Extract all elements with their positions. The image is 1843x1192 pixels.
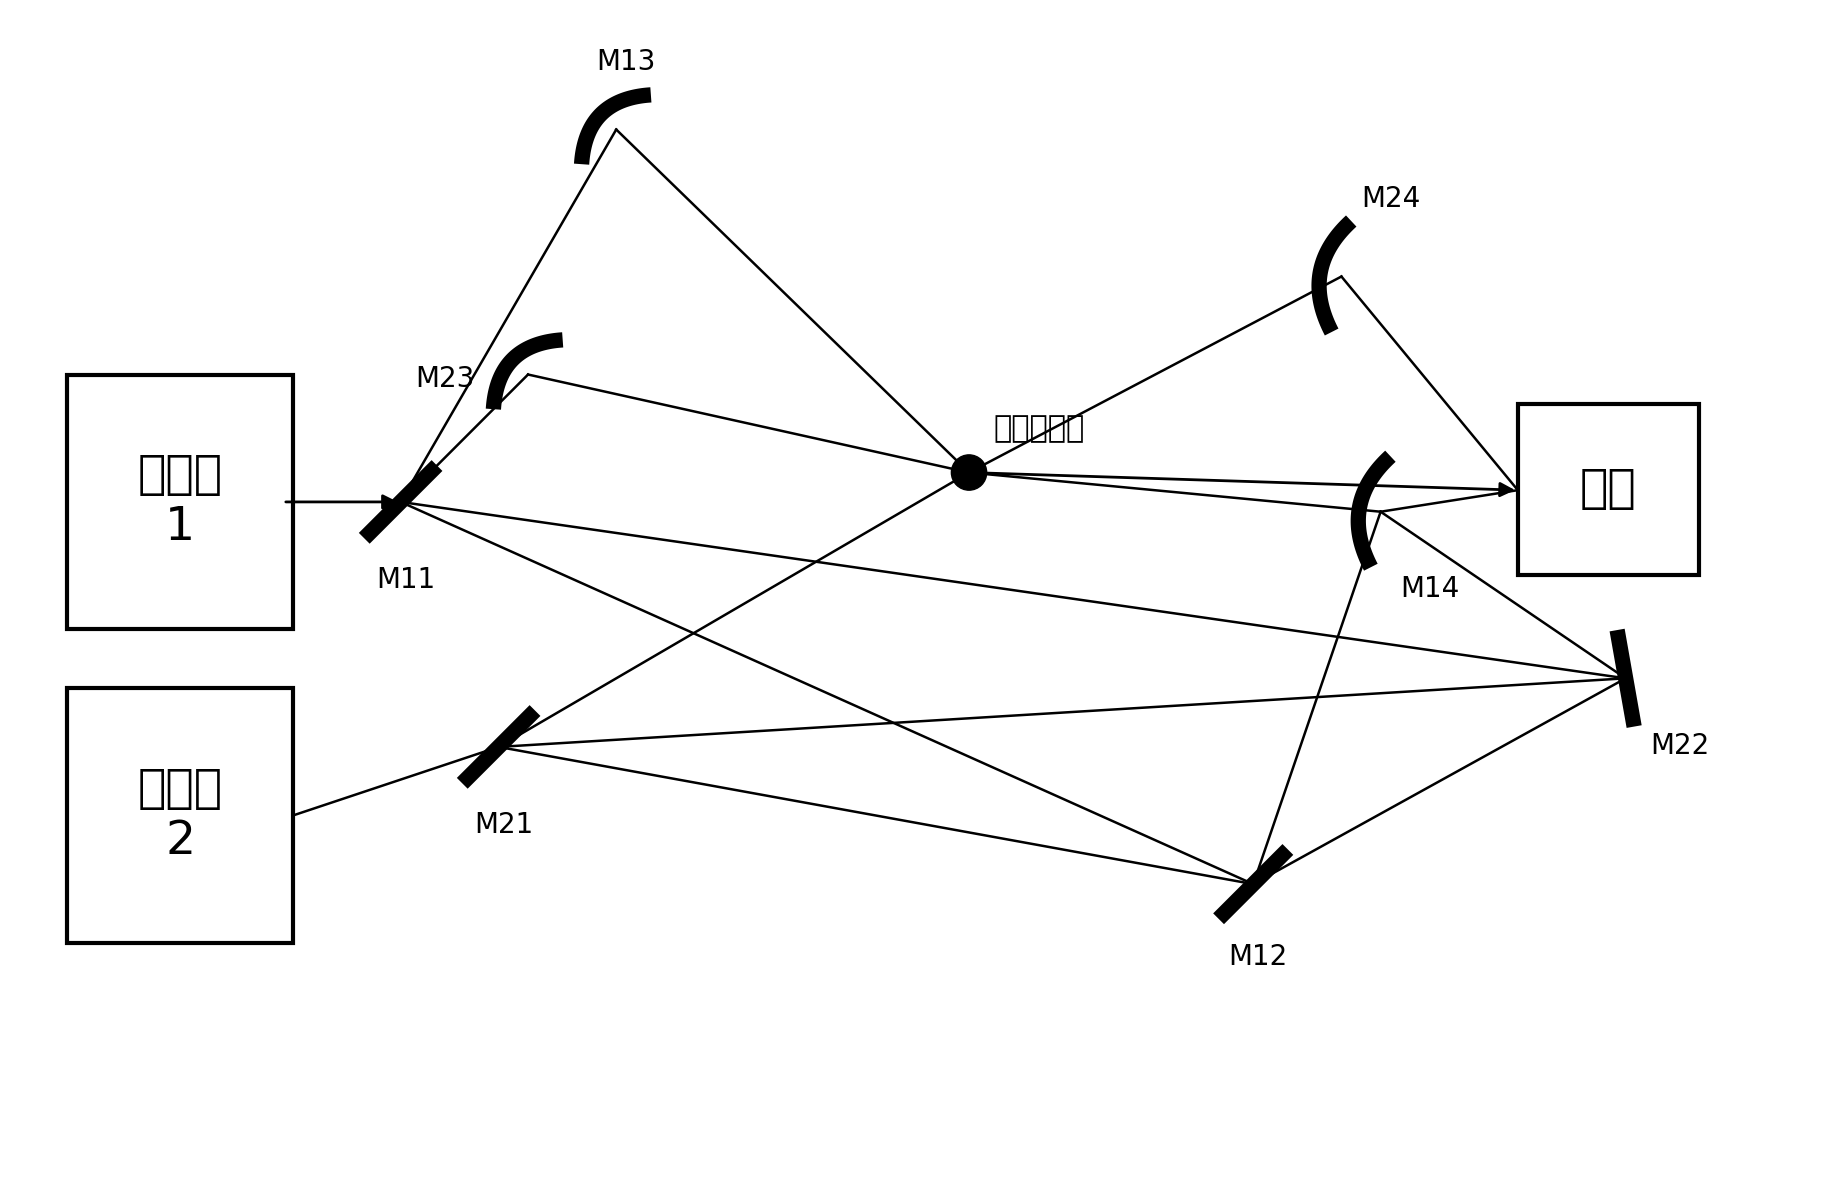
Text: M14: M14 xyxy=(1401,576,1460,603)
Text: M11: M11 xyxy=(376,566,435,594)
Text: 振荡器
2: 振荡器 2 xyxy=(138,766,223,864)
Text: M13: M13 xyxy=(597,48,656,75)
Text: M22: M22 xyxy=(1649,732,1708,760)
Text: M24: M24 xyxy=(1360,185,1421,213)
FancyBboxPatch shape xyxy=(68,374,293,629)
Circle shape xyxy=(951,455,986,490)
Text: 非线性介质: 非线性介质 xyxy=(993,414,1086,443)
FancyBboxPatch shape xyxy=(1519,404,1699,576)
Text: 探测: 探测 xyxy=(1579,467,1637,513)
Text: M23: M23 xyxy=(415,366,474,393)
Text: M21: M21 xyxy=(474,811,533,839)
Text: 振荡器
1: 振荡器 1 xyxy=(138,453,223,551)
Text: M12: M12 xyxy=(1229,943,1288,971)
FancyBboxPatch shape xyxy=(68,688,293,943)
